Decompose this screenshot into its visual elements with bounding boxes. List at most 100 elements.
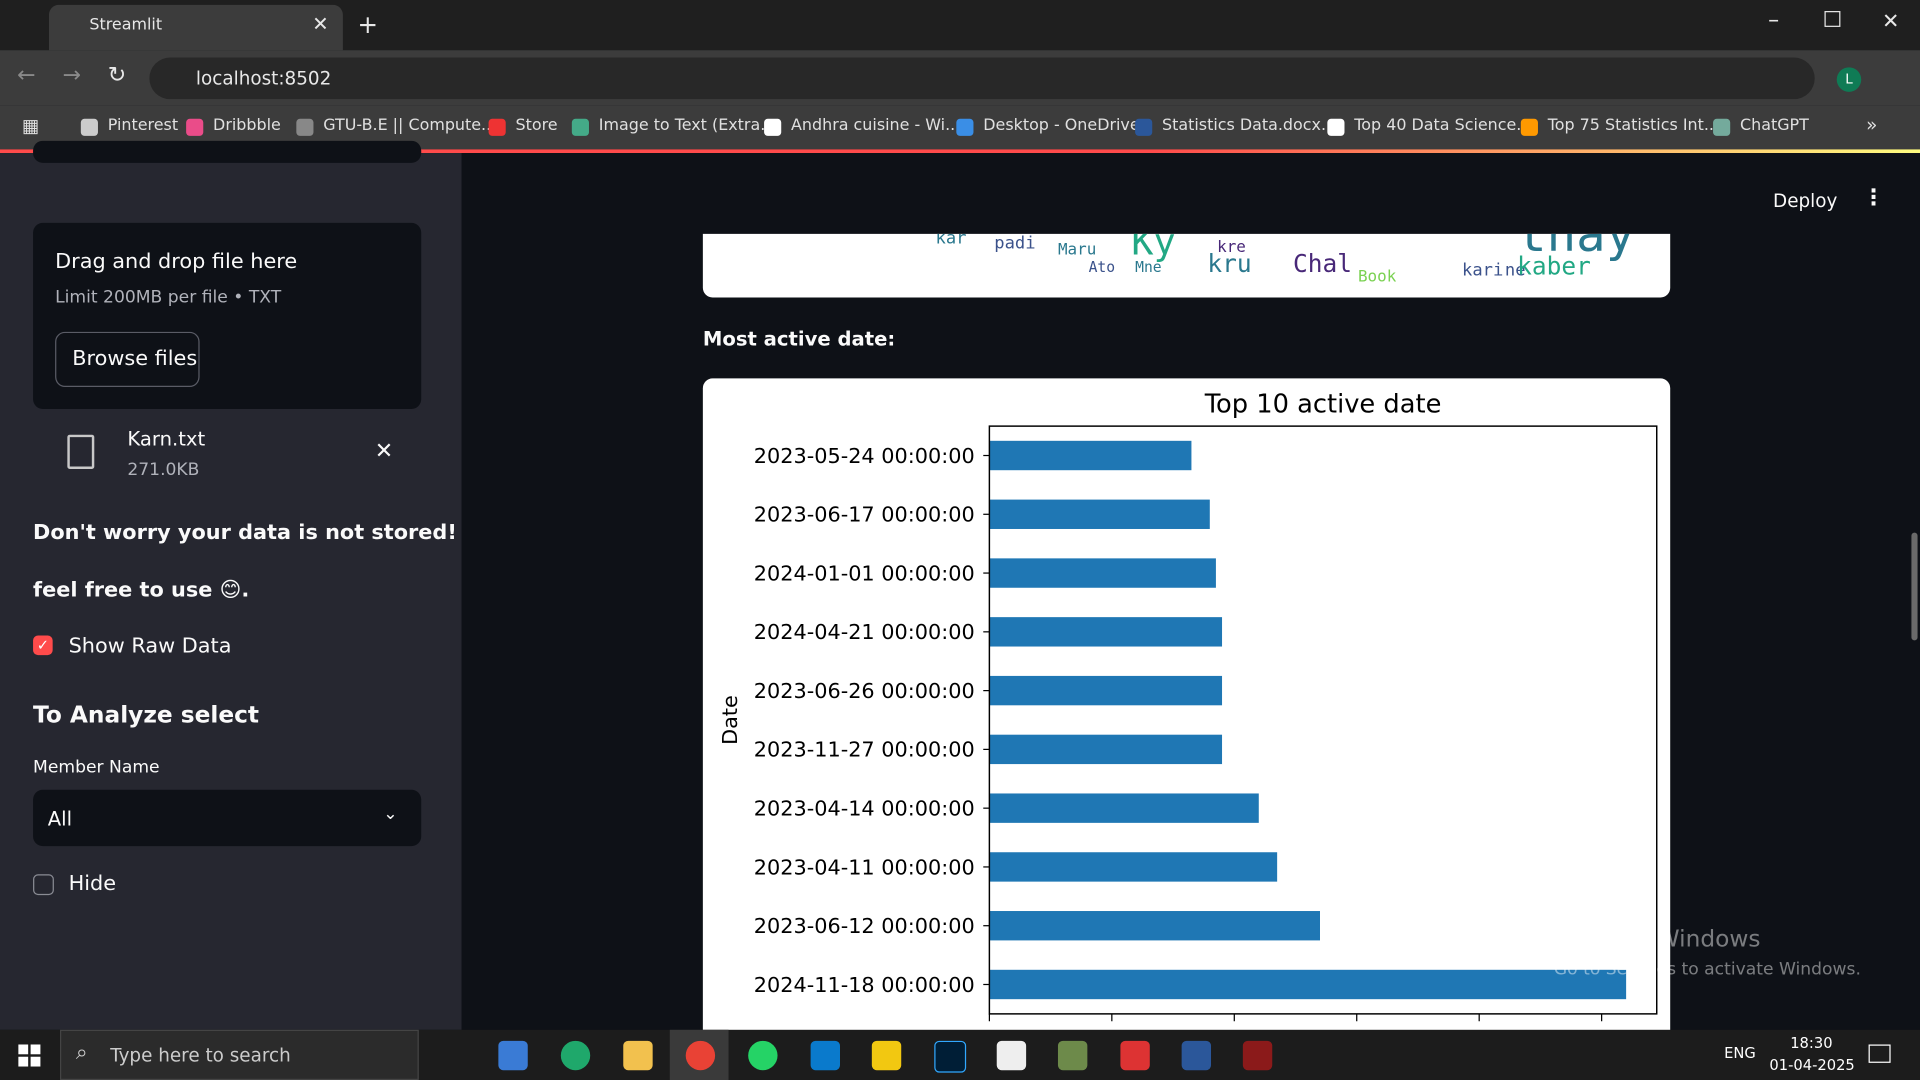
reload[interactable]: ↻: [107, 62, 127, 89]
upload-limit: Limit 200MB per file • TXT: [55, 287, 282, 308]
new-tab[interactable]: +: [357, 9, 379, 40]
bookmark[interactable]: Andhra cuisine - Wi...: [791, 116, 961, 135]
close-window[interactable]: ✕: [1882, 9, 1900, 35]
word: thay: [1517, 233, 1636, 264]
minimize[interactable]: –: [1768, 7, 1780, 34]
app-icon[interactable]: [498, 1040, 528, 1071]
search-box[interactable]: ⌕ Type here to search: [60, 1029, 419, 1080]
file-name: Karn.txt: [127, 427, 206, 451]
section-heading: To Analyze select: [33, 701, 260, 729]
bookmark-icon: [1520, 118, 1538, 136]
app-icon[interactable]: [1120, 1040, 1150, 1071]
tab-close[interactable]: ✕: [312, 12, 329, 36]
word: kaber: [1517, 251, 1591, 281]
app-icon[interactable]: [934, 1040, 967, 1073]
bookmark-icon: [1713, 118, 1731, 136]
file-uploader[interactable]: Drag and drop file here Limit 200MB per …: [33, 222, 422, 409]
word: ne: [1504, 260, 1526, 281]
y-tick-label: 2024-01-01 00:00:00: [754, 561, 975, 585]
y-tick-label: 2023-05-24 00:00:00: [754, 444, 975, 468]
apps-icon[interactable]: ▦: [22, 115, 40, 138]
word: kar: [935, 233, 967, 249]
bookmark-icon: [186, 118, 204, 136]
bookmark[interactable]: Store: [515, 116, 558, 135]
remove-file[interactable]: ✕: [374, 438, 394, 465]
app-icon[interactable]: [810, 1040, 841, 1071]
bookmark-icon: [571, 118, 589, 136]
bar: [989, 911, 1321, 941]
word: Book: [1357, 268, 1397, 287]
word: Mne: [1135, 258, 1162, 276]
address-bar[interactable]: localhost:8502: [149, 57, 1815, 100]
bookmark[interactable]: Dribbble: [213, 116, 281, 135]
profile[interactable]: L: [1836, 67, 1862, 92]
app-icon[interactable]: [748, 1040, 778, 1071]
deploy-button[interactable]: Deploy: [1773, 189, 1838, 212]
app-icon[interactable]: [996, 1040, 1027, 1071]
clock-date[interactable]: 01-04-2025: [1769, 1056, 1855, 1074]
notifications[interactable]: [1868, 1044, 1891, 1063]
app-icon[interactable]: [685, 1040, 716, 1071]
y-tick-label: 2023-04-11 00:00:00: [754, 855, 975, 879]
app-icon[interactable]: [623, 1040, 653, 1071]
chart: Top 10 active date Date 2023-05-24 00:00:0…: [718, 390, 1658, 1022]
bookmark-icon: [488, 118, 506, 136]
plot-frame: [988, 425, 1658, 1015]
app-icon[interactable]: [871, 1040, 902, 1071]
search-icon: ⌕: [75, 1040, 88, 1066]
restore[interactable]: [1824, 11, 1841, 27]
taskbar: ⌕ Type here to search ENG 18:30 01-04-20…: [0, 1029, 1920, 1080]
start-button[interactable]: [18, 1044, 41, 1067]
watermark-title: Activate Windows: [1553, 925, 1761, 953]
checkbox[interactable]: [33, 874, 54, 896]
word: kari: [1462, 260, 1504, 281]
word: padi: [994, 233, 1036, 254]
forward[interactable]: →: [62, 62, 81, 89]
watermark-subtitle: Go to Settings to activate Windows.: [1553, 960, 1861, 980]
y-tick-label: 2023-11-27 00:00:00: [754, 738, 975, 762]
bookmark-icon: [956, 118, 974, 136]
bookmark[interactable]: Top 75 Statistics Int...: [1547, 116, 1720, 135]
app-icon[interactable]: [1057, 1040, 1088, 1071]
header-decoration: [0, 149, 1920, 154]
select-value: All: [47, 806, 73, 831]
file-icon: [67, 434, 95, 469]
browse-label: Browse files: [72, 346, 198, 372]
bookmarks-bar: ▦ Pinterest Dribbble GTU-B.E || Compute... S…: [0, 105, 1920, 150]
app-icon[interactable]: [1181, 1040, 1212, 1071]
bookmark[interactable]: Pinterest: [107, 116, 179, 135]
bookmark[interactable]: Image to Text (Extra...: [598, 116, 776, 135]
wordcloud: kar padi Maru Ato Mne kre kru Chal Book kari ne kab…: [702, 233, 1671, 298]
bookmark[interactable]: GTU-B.E || Compute...: [323, 116, 497, 135]
app-icon[interactable]: [560, 1040, 591, 1071]
bar: [989, 558, 1216, 588]
checkbox-checked[interactable]: ✓: [33, 635, 53, 656]
browse-button[interactable]: Browse files: [55, 331, 200, 387]
bookmark-icon: [296, 118, 314, 136]
clock-time[interactable]: 18:30: [1790, 1034, 1833, 1052]
language[interactable]: ENG: [1724, 1044, 1756, 1062]
chart-title: Top 10 active date: [1204, 390, 1442, 420]
bookmark[interactable]: Statistics Data.docx...: [1162, 116, 1337, 135]
browser-tab[interactable]: Streamlit ✕: [48, 4, 343, 51]
bookmark-icon: [1135, 118, 1153, 136]
notice: feel free to use 😊.: [33, 577, 250, 603]
main-menu[interactable]: ⋮: [1862, 184, 1885, 211]
app-icon[interactable]: [1242, 1040, 1273, 1071]
bar: [989, 734, 1223, 765]
checkbox-label: Show Raw Data: [68, 634, 232, 659]
bar: [989, 793, 1259, 823]
scrollbar: [1911, 532, 1918, 641]
member-select[interactable]: All ⌄: [33, 789, 422, 847]
tab-title: Streamlit: [89, 15, 163, 35]
bookmark-icon: [1327, 118, 1345, 136]
bar: [989, 617, 1223, 647]
bookmark[interactable]: Desktop - OneDrive: [983, 116, 1140, 135]
bookmark[interactable]: Top 40 Data Science...: [1354, 116, 1532, 135]
bookmark-icon: [764, 118, 782, 136]
back[interactable]: ←: [17, 62, 36, 89]
more-bookmarks[interactable]: »: [1866, 113, 1878, 136]
y-axis-label: Date: [718, 695, 742, 745]
bookmark[interactable]: ChatGPT: [1740, 116, 1809, 135]
